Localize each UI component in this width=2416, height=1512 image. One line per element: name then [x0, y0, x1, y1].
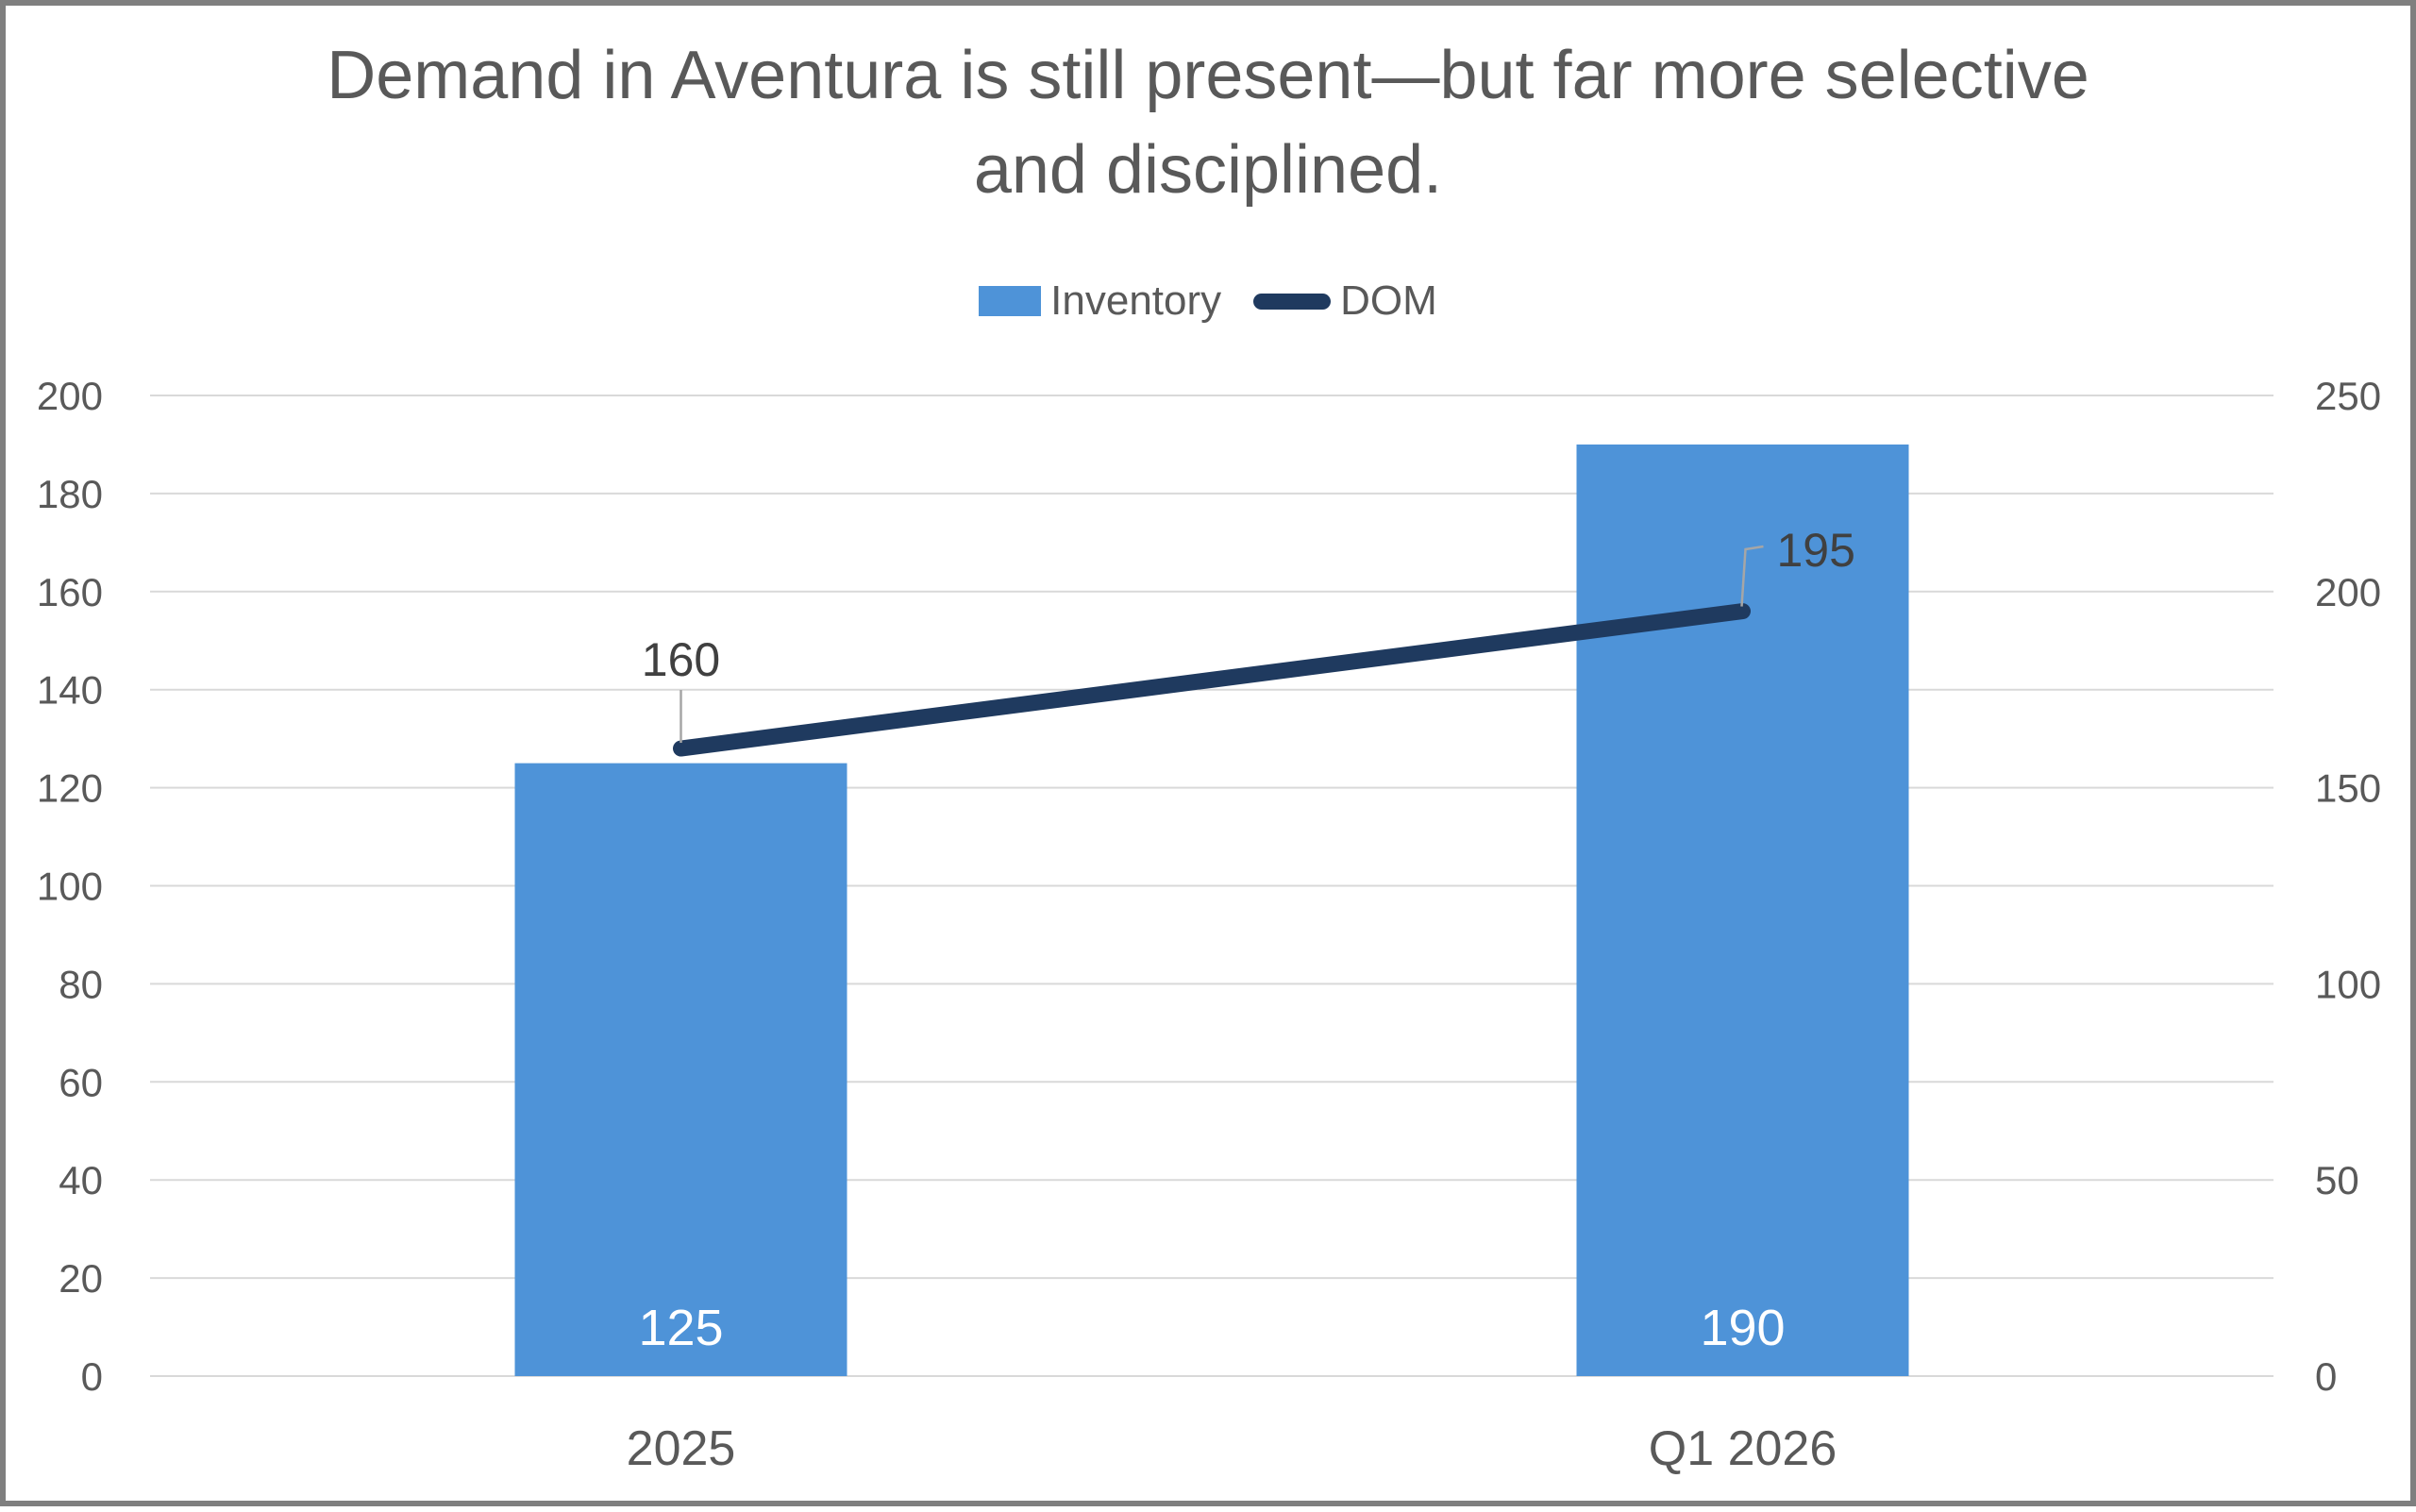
left-axis-tick-label: 200	[37, 374, 103, 418]
legend-label-inventory: Inventory	[1050, 277, 1222, 324]
left-axis-tick-label: 140	[37, 668, 103, 713]
left-axis-tick-label: 100	[37, 865, 103, 909]
x-axis-label: Q1 2026	[1649, 1421, 1837, 1476]
bar-value-label: 125	[638, 1300, 723, 1356]
plot-area: 0 20 40 60 80 100 120 140 160 180 200 0 50 100 150 200 2…	[37, 374, 2381, 1476]
chart-legend: Inventory DOM	[6, 277, 2410, 325]
right-axis-tick-label: 100	[2315, 962, 2381, 1006]
left-axis-tick-label: 120	[37, 766, 103, 811]
dom-line-swatch-icon	[1253, 293, 1332, 310]
right-axis-tick-label: 150	[2315, 766, 2381, 811]
right-axis-tick-label: 200	[2315, 570, 2381, 614]
inventory-swatch-icon	[979, 286, 1042, 316]
left-axis-tick-label: 0	[81, 1354, 103, 1399]
chart-title: Demand in Aventura is still present—but …	[327, 38, 2089, 208]
left-axis-tick-label: 20	[59, 1256, 103, 1301]
dom-point-label: 195	[1777, 524, 1855, 577]
inventory-bar-2025	[514, 763, 847, 1376]
dom-point-label: 160	[642, 633, 720, 686]
legend-item-inventory: Inventory	[979, 277, 1221, 325]
right-axis-tick-label: 50	[2315, 1158, 2359, 1202]
left-axis-tick-label: 180	[37, 472, 103, 516]
left-axis-tick-label: 60	[59, 1060, 103, 1104]
legend-label-dom: DOM	[1340, 277, 1437, 324]
right-axis-tick-label: 0	[2315, 1354, 2337, 1399]
leader-line	[1740, 545, 1764, 607]
dom-line	[673, 603, 1751, 757]
left-axis-tick-label: 80	[59, 962, 103, 1006]
left-axis-tick-label: 40	[59, 1158, 103, 1202]
x-axis-label: 2025	[627, 1421, 736, 1476]
left-axis-tick-label: 160	[37, 570, 103, 614]
bar-value-label: 190	[1700, 1300, 1785, 1356]
right-axis-tick-label: 250	[2315, 374, 2381, 418]
legend-item-dom: DOM	[1253, 277, 1437, 325]
